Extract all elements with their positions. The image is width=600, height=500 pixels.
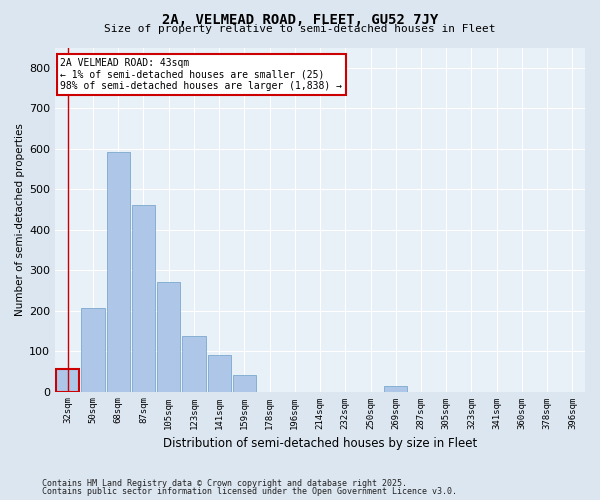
Text: Contains public sector information licensed under the Open Government Licence v3: Contains public sector information licen…	[42, 487, 457, 496]
Text: Contains HM Land Registry data © Crown copyright and database right 2025.: Contains HM Land Registry data © Crown c…	[42, 478, 407, 488]
Bar	[132, 204, 155, 392]
Text: Size of property relative to semi-detached houses in Fleet: Size of property relative to semi-detach…	[104, 24, 496, 34]
Bar	[182, 336, 206, 392]
X-axis label: Distribution of semi-detached houses by size in Fleet: Distribution of semi-detached houses by …	[163, 437, 477, 450]
Bar	[82, 308, 104, 392]
Y-axis label: Number of semi-detached properties: Number of semi-detached properties	[15, 123, 25, 316]
Text: 2A VELMEAD ROAD: 43sqm
← 1% of semi-detached houses are smaller (25)
98% of semi: 2A VELMEAD ROAD: 43sqm ← 1% of semi-deta…	[61, 58, 343, 91]
Bar	[208, 354, 231, 392]
Bar	[56, 370, 79, 392]
Bar	[157, 282, 180, 392]
Text: 2A, VELMEAD ROAD, FLEET, GU52 7JY: 2A, VELMEAD ROAD, FLEET, GU52 7JY	[162, 12, 438, 26]
Bar	[233, 376, 256, 392]
Bar	[384, 386, 407, 392]
Bar	[107, 152, 130, 392]
